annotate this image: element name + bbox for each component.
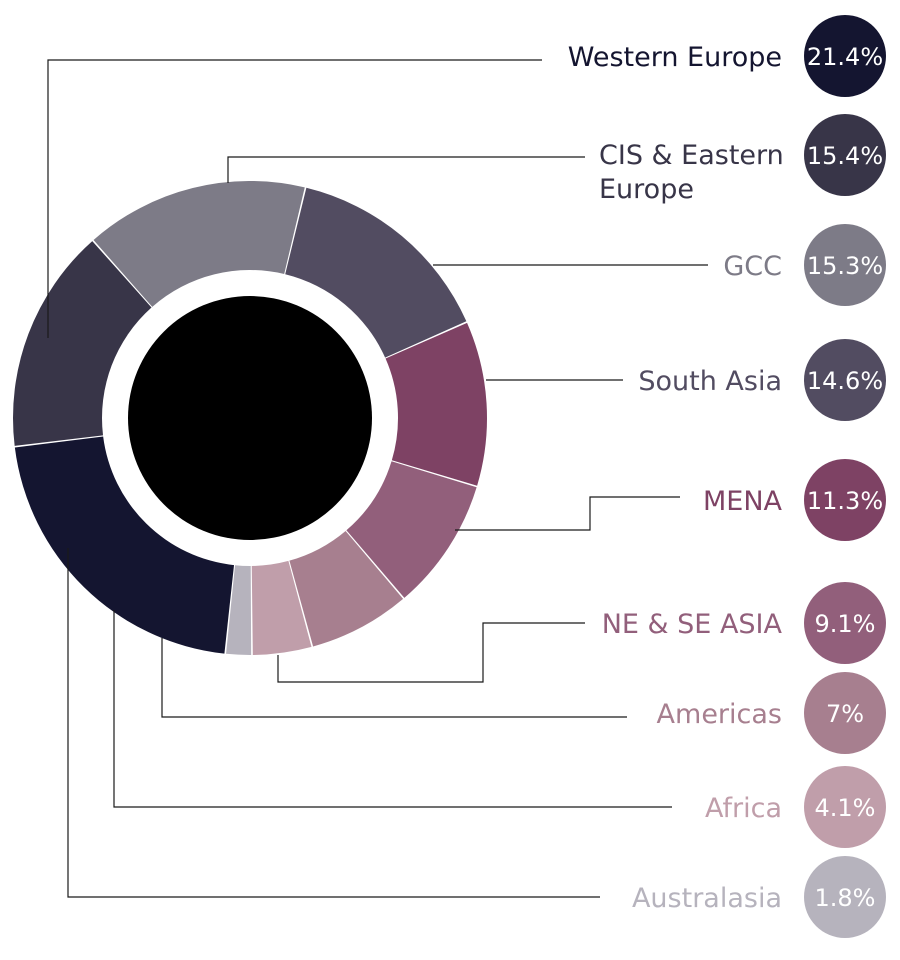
value-label-americas: 7% xyxy=(826,700,864,728)
segment-western-europe xyxy=(14,436,235,654)
value-badge-cis-and-eastern-europe xyxy=(804,114,886,196)
value-badges: 21.4% 15.4% 15.3% 14.6% 11.3% 9.1% 7% 4.1% 1.8% xyxy=(804,15,886,938)
legend-label-americas: Americas xyxy=(657,699,782,730)
value-label-gcc: 15.3% xyxy=(807,252,883,280)
leader-line-mena xyxy=(455,496,680,531)
value-badge-gcc xyxy=(804,224,886,306)
segment-africa xyxy=(251,560,312,655)
value-badge-ne-and-se-asia xyxy=(804,582,886,664)
value-label-australasia: 1.8% xyxy=(815,884,876,912)
value-label-cis-and-eastern-europe: 15.4% xyxy=(807,142,883,170)
donut-segments xyxy=(12,181,487,656)
leader-line-americas xyxy=(161,638,627,718)
leader-line-ne-and-se-asia xyxy=(277,622,585,683)
leader-line-western-europe xyxy=(47,59,542,338)
leader-line-cis-and-eastern-europe xyxy=(227,156,585,183)
segment-australasia xyxy=(226,565,252,656)
segment-gcc xyxy=(93,181,305,307)
value-badge-americas xyxy=(804,672,886,754)
value-label-mena: 11.3% xyxy=(807,487,883,515)
legend-label-australasia: Australasia xyxy=(632,883,782,914)
segment-ne-and-se-asia xyxy=(346,461,477,598)
value-label-ne-and-se-asia: 9.1% xyxy=(815,610,876,638)
legend-label-mena: MENA xyxy=(703,486,783,517)
segment-cis-and-eastern-europe xyxy=(12,241,152,446)
segment-americas xyxy=(289,530,404,647)
value-badge-south-asia xyxy=(804,339,886,421)
center-disc xyxy=(128,296,372,540)
legend-label-western-europe: Western Europe xyxy=(568,42,782,73)
leader-line-australasia xyxy=(67,548,600,898)
value-badge-mena xyxy=(804,459,886,541)
legend-label-cis-and-eastern-europe: CIS & Eastern Europe xyxy=(599,140,784,205)
value-badge-africa xyxy=(804,766,886,848)
leader-lines xyxy=(47,59,708,898)
value-label-south-asia: 14.6% xyxy=(807,367,883,395)
leader-line-africa xyxy=(113,610,672,808)
value-badge-australasia xyxy=(804,856,886,938)
segment-mena xyxy=(385,322,487,486)
legend-label-africa: Africa xyxy=(705,793,782,824)
value-label-western-europe: 21.4% xyxy=(807,43,883,71)
value-label-africa: 4.1% xyxy=(815,794,876,822)
segment-south-asia xyxy=(285,187,467,358)
legend-label-south-asia: South Asia xyxy=(638,366,782,397)
legend-label-ne-and-se-asia: NE & SE ASIA xyxy=(602,609,783,640)
legend-label-gcc: GCC xyxy=(723,251,782,282)
legend-labels: Western Europe CIS & Eastern Europe GCC Sout… xyxy=(568,42,784,914)
value-badge-western-europe xyxy=(804,15,886,97)
